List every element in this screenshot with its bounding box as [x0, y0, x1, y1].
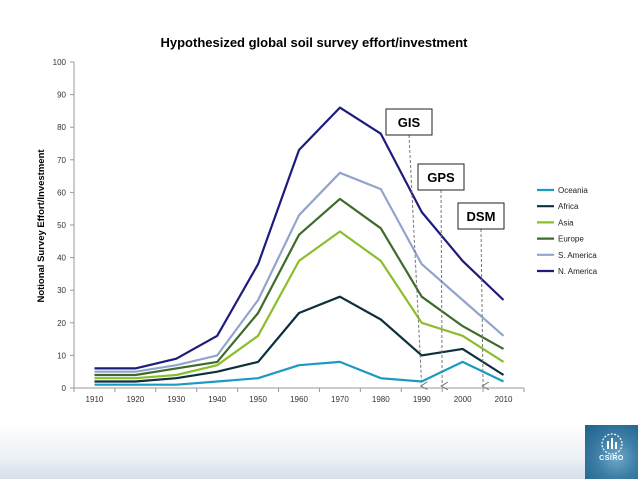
series-line-s-america	[94, 171, 505, 373]
x-tick-label: 1910	[86, 395, 104, 404]
x-tick-label: 1950	[249, 395, 267, 404]
series-line-africa	[94, 295, 505, 383]
csiro-logo: CSIRO	[585, 425, 638, 479]
y-tick-label: 100	[53, 58, 67, 67]
series-line-europe	[94, 197, 505, 377]
callout-box-gps	[417, 163, 465, 191]
y-tick-label: 40	[57, 254, 66, 263]
series-line-oceania	[94, 360, 504, 386]
x-tick-label: 1920	[126, 395, 144, 404]
callout-label-gis: GIS	[398, 115, 421, 130]
y-tick-label: 80	[57, 123, 66, 132]
x-tick-label: 1970	[331, 395, 349, 404]
callout-box-dsm	[457, 202, 505, 230]
series-line-n-america	[94, 106, 505, 370]
legend: Oceania Africa Asia Europe S. America N. Amer…	[537, 186, 598, 276]
x-tick-label: 2010	[495, 395, 513, 404]
logo-text: CSIRO	[599, 455, 624, 462]
axes: 0 10 20 30 40 50 60 70 80 90 100 1910 1920 1930 1940 19…	[53, 58, 525, 404]
x-tick-label: 1990	[413, 395, 431, 404]
x-tick-label: 1940	[208, 395, 226, 404]
footer-band	[0, 425, 585, 479]
y-tick-label: 90	[57, 91, 66, 100]
csiro-emblem-icon	[601, 433, 623, 455]
x-tick-label: 2000	[454, 395, 472, 404]
x-tick-label: 1960	[290, 395, 308, 404]
y-tick-label: 50	[57, 221, 66, 230]
series-line-asia	[94, 230, 505, 380]
legend-label-s-america: S. America	[558, 251, 597, 260]
callout-label-dsm: DSM	[467, 209, 496, 224]
callout-arrow-gps	[441, 189, 442, 386]
y-tick-label: 10	[57, 351, 66, 360]
callout-box-gis	[385, 108, 433, 136]
y-tick-label: 60	[57, 188, 66, 197]
callout-arrow-dsm	[480, 228, 483, 386]
y-axis-label: Notional Survey Effort/Investment	[36, 149, 47, 303]
legend-label-oceania: Oceania	[558, 186, 588, 195]
callout-label-gps: GPS	[427, 170, 455, 185]
y-tick-label: 70	[57, 156, 66, 165]
legend-label-asia: Asia	[558, 218, 574, 227]
legend-label-n-america: N. America	[558, 267, 598, 276]
callouts: GIS GPS DSM	[385, 108, 505, 386]
callout-arrow-gis	[408, 134, 422, 386]
y-tick-label: 30	[57, 286, 66, 295]
legend-label-europe: Europe	[558, 235, 584, 244]
y-tick-label: 0	[62, 384, 67, 393]
x-tick-label: 1930	[167, 395, 185, 404]
chart-title: Hypothesized global soil survey effort/i…	[160, 35, 468, 50]
x-tick-label: 1980	[372, 395, 390, 404]
legend-label-africa: Africa	[558, 202, 579, 211]
series-lines	[94, 106, 505, 386]
y-tick-label: 20	[57, 319, 66, 328]
